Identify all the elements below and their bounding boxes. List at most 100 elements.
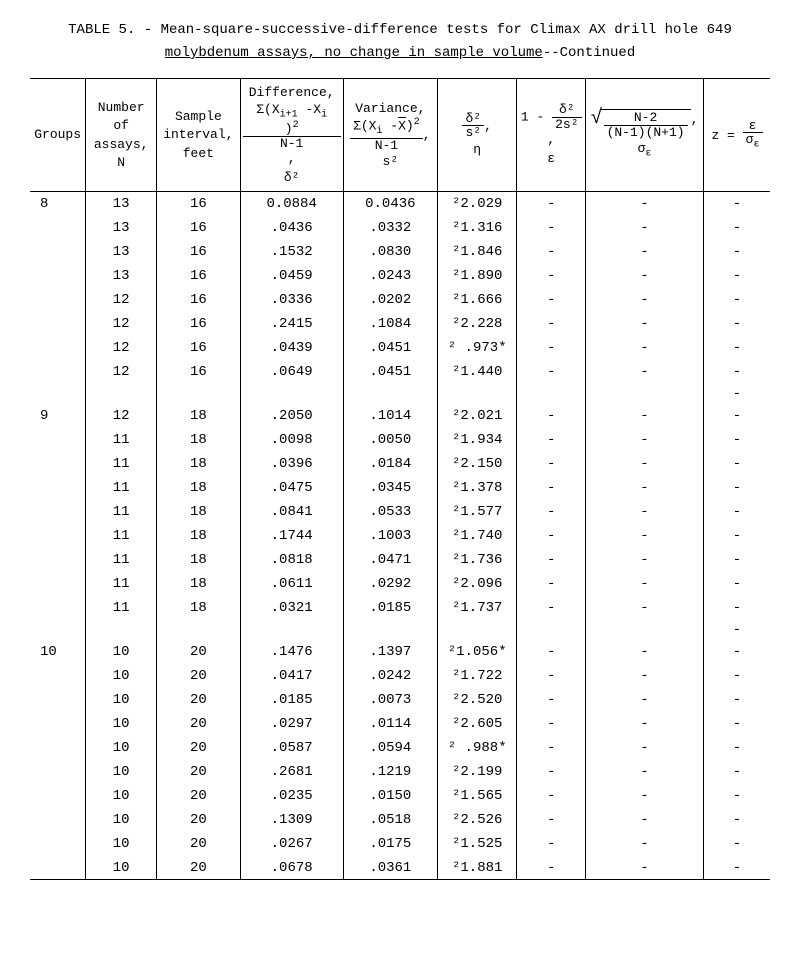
table-cell [30,688,86,712]
table-cell: - [517,688,586,712]
table-cell: .0436 [240,216,343,240]
table-cell: - [586,688,704,712]
table-cell: ²2.526 [438,808,517,832]
table-cell: .0594 [343,736,437,760]
table-cell: 11 [86,524,157,548]
table-cell: - [586,856,704,880]
table-cell: .1219 [343,760,437,784]
table-cell: 16 [157,360,241,384]
table-cell: 16 [157,312,241,336]
table-cell: .0345 [343,476,437,500]
table-cell: 13 [86,264,157,288]
table-cell: .0185 [240,688,343,712]
table-cell: - [703,240,770,264]
th-groups: Groups [30,79,86,192]
table-cell: 18 [157,428,241,452]
table-cell [30,312,86,336]
table-cell: - [517,548,586,572]
table-row: 1118.0098.0050²1.934--- [30,428,770,452]
table-cell: - [703,312,770,336]
table-cell: - [703,784,770,808]
table-cell: .0830 [343,240,437,264]
spacer-cell [517,620,586,640]
table-cell: - [517,312,586,336]
table-cell [30,336,86,360]
table-row: 1020.0417.0242²1.722--- [30,664,770,688]
table-cell: 20 [157,808,241,832]
table-cell: - [517,476,586,500]
table-cell: .1309 [240,808,343,832]
table-cell: ²1.378 [438,476,517,500]
table-cell: - [517,596,586,620]
spacer-cell: - [703,384,770,404]
table-cell: 16 [157,192,241,216]
table-cell: .0321 [240,596,343,620]
table-cell: 11 [86,572,157,596]
table-cell: 12 [86,360,157,384]
th-interval: Sample interval, feet [157,79,241,192]
spacer-cell [86,620,157,640]
spacer-cell [86,384,157,404]
table-cell: 10 [86,760,157,784]
table-cell: - [517,452,586,476]
table-cell: ²1.846 [438,240,517,264]
th-difference: Difference, Σ(Xi+1 -Xi )2 N-1 , δ² [240,79,343,192]
table-row: 1020.0678.0361²1.881--- [30,856,770,880]
table-cell: - [703,500,770,524]
table-cell: - [703,760,770,784]
table-cell: 10 [86,784,157,808]
table-cell: - [703,288,770,312]
table-cell: ²2.228 [438,312,517,336]
table-cell [30,360,86,384]
spacer-cell [438,384,517,404]
table-cell: 11 [86,452,157,476]
table-cell: .0243 [343,264,437,288]
table-cell: - [586,712,704,736]
table-cell: - [517,240,586,264]
table-cell: - [703,216,770,240]
table-cell: - [703,808,770,832]
data-table: Groups Number of assays, N Sample interv… [30,78,770,880]
table-cell [30,808,86,832]
table-cell: - [586,336,704,360]
table-cell: .1744 [240,524,343,548]
table-cell: .0475 [240,476,343,500]
table-row: 1118.0841.0533²1.577--- [30,500,770,524]
table-cell: 11 [86,428,157,452]
table-cell: ²1.577 [438,500,517,524]
table-cell: 12 [86,288,157,312]
spacer-cell [157,620,241,640]
table-cell: ²2.021 [438,404,517,428]
table-cell: - [517,192,586,216]
table-row: 1216.0439.0451² .973*--- [30,336,770,360]
table-cell: ²1.440 [438,360,517,384]
table-body: 813160.08840.0436²2.029---1316.0436.0332… [30,192,770,880]
table-cell [30,476,86,500]
table-cell [30,452,86,476]
table-cell: ²2.096 [438,572,517,596]
table-cell: - [586,640,704,664]
table-cell: - [586,500,704,524]
table-row: 1216.0649.0451²1.440--- [30,360,770,384]
table-cell: 18 [157,500,241,524]
table-cell: - [517,808,586,832]
table-cell: .1397 [343,640,437,664]
table-cell: - [586,524,704,548]
spacer-cell [30,384,86,404]
table-cell: ²1.737 [438,596,517,620]
spacer-cell [240,620,343,640]
table-cell: - [703,336,770,360]
table-cell [30,784,86,808]
table-cell: - [586,760,704,784]
table-cell: 11 [86,596,157,620]
table-header-row: Groups Number of assays, N Sample interv… [30,79,770,192]
table-cell: 10 [86,832,157,856]
table-cell: - [586,288,704,312]
table-cell: ²1.525 [438,832,517,856]
group-spacer: - [30,620,770,640]
table-cell: .0073 [343,688,437,712]
th-epsilon: 1 - δ² 2s² , ε [517,79,586,192]
table-cell: - [586,192,704,216]
spacer-cell [586,620,704,640]
table-cell: 18 [157,548,241,572]
